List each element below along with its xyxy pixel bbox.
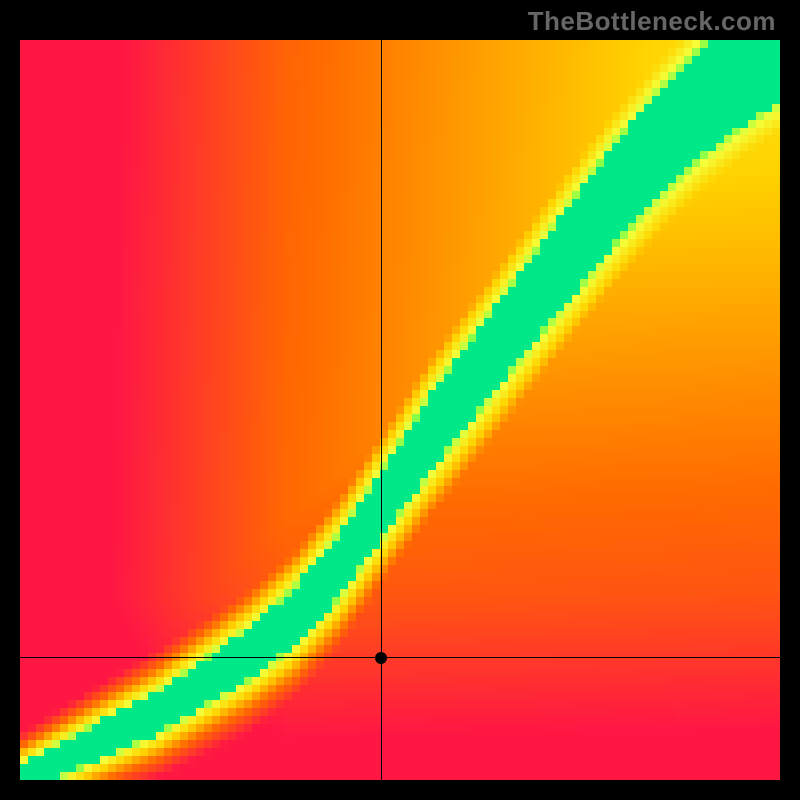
bottleneck-heatmap [20,40,780,780]
heatmap-canvas [20,40,780,780]
crosshair-horizontal [20,657,780,658]
watermark-label: TheBottleneck.com [528,6,776,37]
selected-point-marker [375,652,387,664]
crosshair-vertical [381,40,382,780]
